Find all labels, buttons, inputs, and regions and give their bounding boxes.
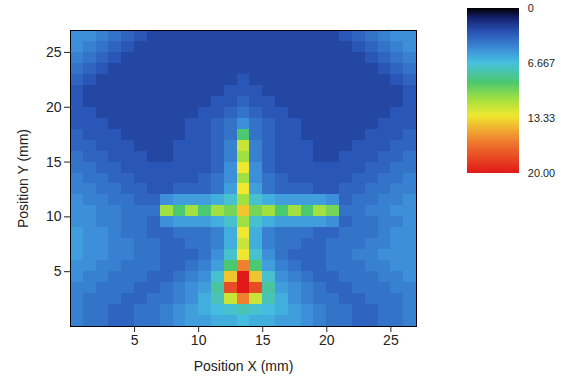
svg-text:Position X (mm): Position X (mm) bbox=[194, 358, 294, 374]
svg-text:20: 20 bbox=[319, 332, 335, 348]
svg-text:6.667: 6.667 bbox=[528, 57, 555, 69]
svg-text:13.33: 13.33 bbox=[528, 112, 555, 124]
svg-text:25: 25 bbox=[46, 44, 62, 60]
svg-text:15: 15 bbox=[46, 154, 62, 170]
svg-text:15: 15 bbox=[255, 332, 271, 348]
svg-text:20: 20 bbox=[46, 99, 62, 115]
svg-text:5: 5 bbox=[54, 263, 62, 279]
svg-text:0: 0 bbox=[528, 2, 534, 14]
svg-text:20.00: 20.00 bbox=[528, 167, 555, 179]
svg-text:10: 10 bbox=[46, 208, 62, 224]
svg-text:5: 5 bbox=[131, 332, 139, 348]
svg-text:25: 25 bbox=[383, 332, 399, 348]
svg-text:10: 10 bbox=[191, 332, 207, 348]
svg-text:Position Y (mm): Position Y (mm) bbox=[15, 129, 31, 228]
